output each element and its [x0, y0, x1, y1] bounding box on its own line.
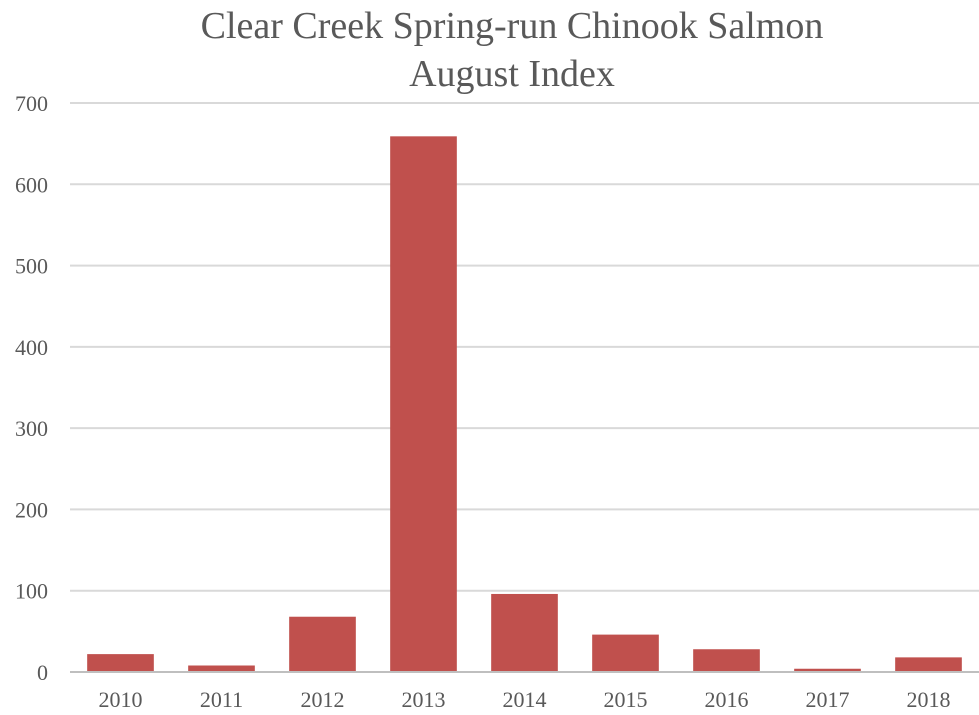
bar-2014 — [491, 593, 558, 672]
bar-2011 — [188, 665, 255, 672]
gridlines — [70, 102, 979, 592]
bar-2017 — [794, 668, 861, 672]
bars — [87, 136, 962, 672]
y-tick-label: 0 — [37, 660, 48, 685]
x-tick-label: 2012 — [301, 687, 345, 712]
bar-2018 — [895, 657, 962, 672]
y-tick-label: 600 — [15, 172, 48, 197]
bar-2013 — [390, 136, 457, 672]
y-tick-label: 400 — [15, 335, 48, 360]
x-tick-label: 2017 — [806, 687, 850, 712]
bar-2015 — [592, 634, 659, 672]
bar-2016 — [693, 649, 760, 672]
bar-2012 — [289, 616, 356, 672]
y-tick-label: 100 — [15, 579, 48, 604]
y-axis-tick-labels: 0 100 200 300 400 500 600 700 — [15, 91, 48, 685]
x-tick-label: 2018 — [907, 687, 951, 712]
chart-title-line-1: Clear Creek Spring-run Chinook Salmon — [201, 5, 824, 47]
x-tick-label: 2015 — [604, 687, 648, 712]
x-tick-label: 2013 — [402, 687, 446, 712]
y-tick-label: 200 — [15, 497, 48, 522]
chart-title-line-2: August Index — [409, 53, 615, 95]
x-axis-tick-labels: 2010 2011 2012 2013 2014 2015 2016 2017 2018 — [99, 687, 951, 712]
x-tick-label: 2011 — [200, 687, 243, 712]
chart-title: Clear Creek Spring-run Chinook Salmon Au… — [201, 5, 824, 95]
x-tick-label: 2016 — [705, 687, 749, 712]
x-tick-label: 2010 — [99, 687, 143, 712]
y-tick-label: 700 — [15, 91, 48, 116]
y-tick-label: 500 — [15, 254, 48, 279]
y-tick-label: 300 — [15, 416, 48, 441]
bar-2010 — [87, 654, 154, 672]
x-tick-label: 2014 — [503, 687, 547, 712]
